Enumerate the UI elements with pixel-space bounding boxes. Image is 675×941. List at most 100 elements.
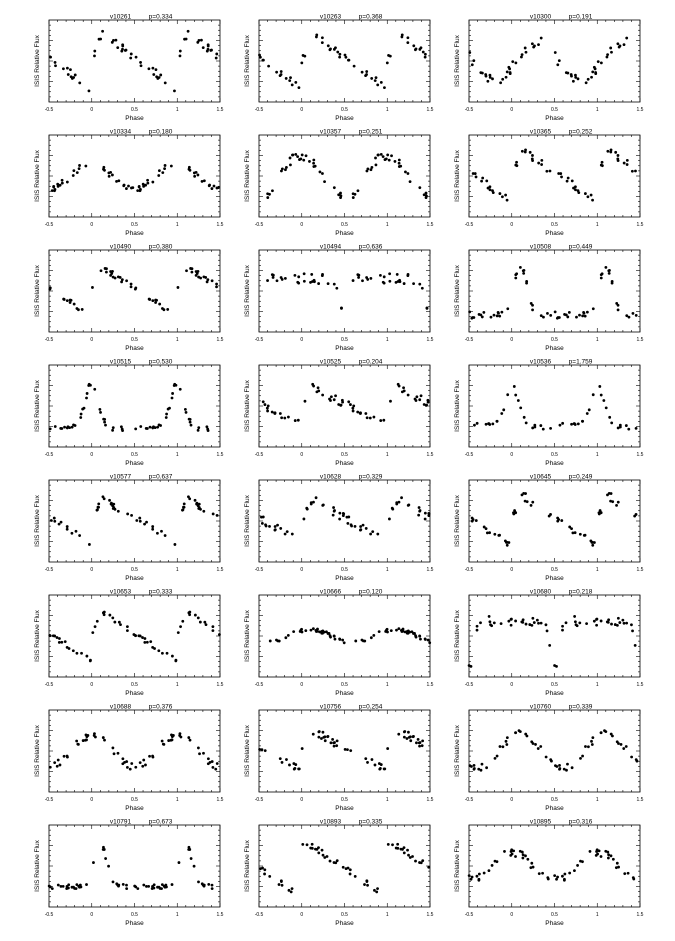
data-point [111,426,115,430]
data-point [70,885,74,889]
data-point [160,529,163,533]
data-point [568,525,572,529]
data-point [258,747,262,751]
x-tick-label: 1.5 [217,567,224,573]
panel-period: p=0.335 [359,819,383,826]
data-point [500,412,504,415]
data-point [125,760,129,763]
x-axis-label: Phase [545,115,564,122]
plot-frame [468,479,641,563]
data-point [69,298,73,302]
data-point [176,286,180,289]
data-point [126,629,129,633]
data-point [595,850,598,853]
data-point [564,313,568,317]
data-point [561,624,564,628]
data-point [134,286,138,290]
x-axis-label: Phase [125,575,144,582]
data-point [505,540,509,544]
plot-frame [468,249,641,333]
data-point [419,637,422,641]
data-point [215,762,219,765]
data-point [352,404,356,408]
data-point [395,501,399,505]
data-point [155,75,159,79]
data-point [597,511,601,515]
data-point [69,75,73,79]
x-tick-label: 0 [90,452,93,458]
data-point [273,525,277,528]
data-point [152,73,156,76]
panel-title: v10494 [320,244,342,251]
data-point [215,514,219,517]
data-point [65,180,69,184]
data-point [474,175,478,179]
data-point [210,883,214,887]
panel-period: p=0.249 [569,474,593,481]
x-tick-label: 0 [90,912,93,918]
data-point [564,71,568,75]
data-point [514,276,518,280]
data-point [591,543,595,547]
data-point [154,301,157,304]
data-point [48,634,52,638]
light-curve-panel: -0.5 0 0.5 1 1.5 Phase ISIS Relative Flux v1068… [454,589,644,698]
data-point [365,416,369,420]
data-point [369,168,373,172]
data-point [48,885,52,889]
data-point [573,531,577,535]
data-point [370,758,374,761]
data-point [600,164,604,168]
data-point [377,630,381,634]
data-point [117,620,121,624]
x-tick-label: 0.5 [551,682,558,688]
x-tick-label: 0 [90,222,93,228]
data-point [499,81,503,85]
data-point [591,736,595,740]
data-point [116,509,120,513]
data-point [184,411,188,414]
data-point [495,754,499,758]
data-point [181,619,185,623]
y-axis-label: ISIS Relative Flux [34,724,41,776]
data-point [632,877,636,881]
data-point [610,421,614,425]
data-point [317,846,320,850]
data-point [349,749,353,753]
data-point [279,70,283,73]
x-tick-label: 0.5 [551,107,558,113]
data-point [523,46,527,50]
data-point [495,860,499,864]
data-point [296,418,300,422]
data-point [539,314,543,318]
data-point [48,427,52,431]
data-point [492,313,496,317]
data-point [488,423,492,426]
data-point [586,195,590,199]
panel-period: p=0.637 [149,474,173,481]
data-point [53,519,57,523]
data-point [338,52,342,56]
data-point [335,739,339,743]
data-point [59,426,63,430]
data-point [84,733,88,737]
data-point [369,636,373,640]
data-point [125,187,128,190]
data-point [406,848,409,852]
data-point [312,500,315,504]
data-point [405,631,409,635]
data-point [408,630,412,634]
data-point [415,741,418,745]
data-point [58,763,62,767]
data-point [605,55,609,59]
data-point [303,399,307,403]
data-point [591,393,595,397]
data-point [576,77,580,81]
data-point [60,181,64,185]
x-tick-label: -0.5 [465,222,474,228]
plot-frame [48,479,221,563]
data-point [58,637,61,640]
x-tick-label: -0.5 [465,337,474,343]
data-point [467,874,471,878]
data-point [635,759,639,763]
